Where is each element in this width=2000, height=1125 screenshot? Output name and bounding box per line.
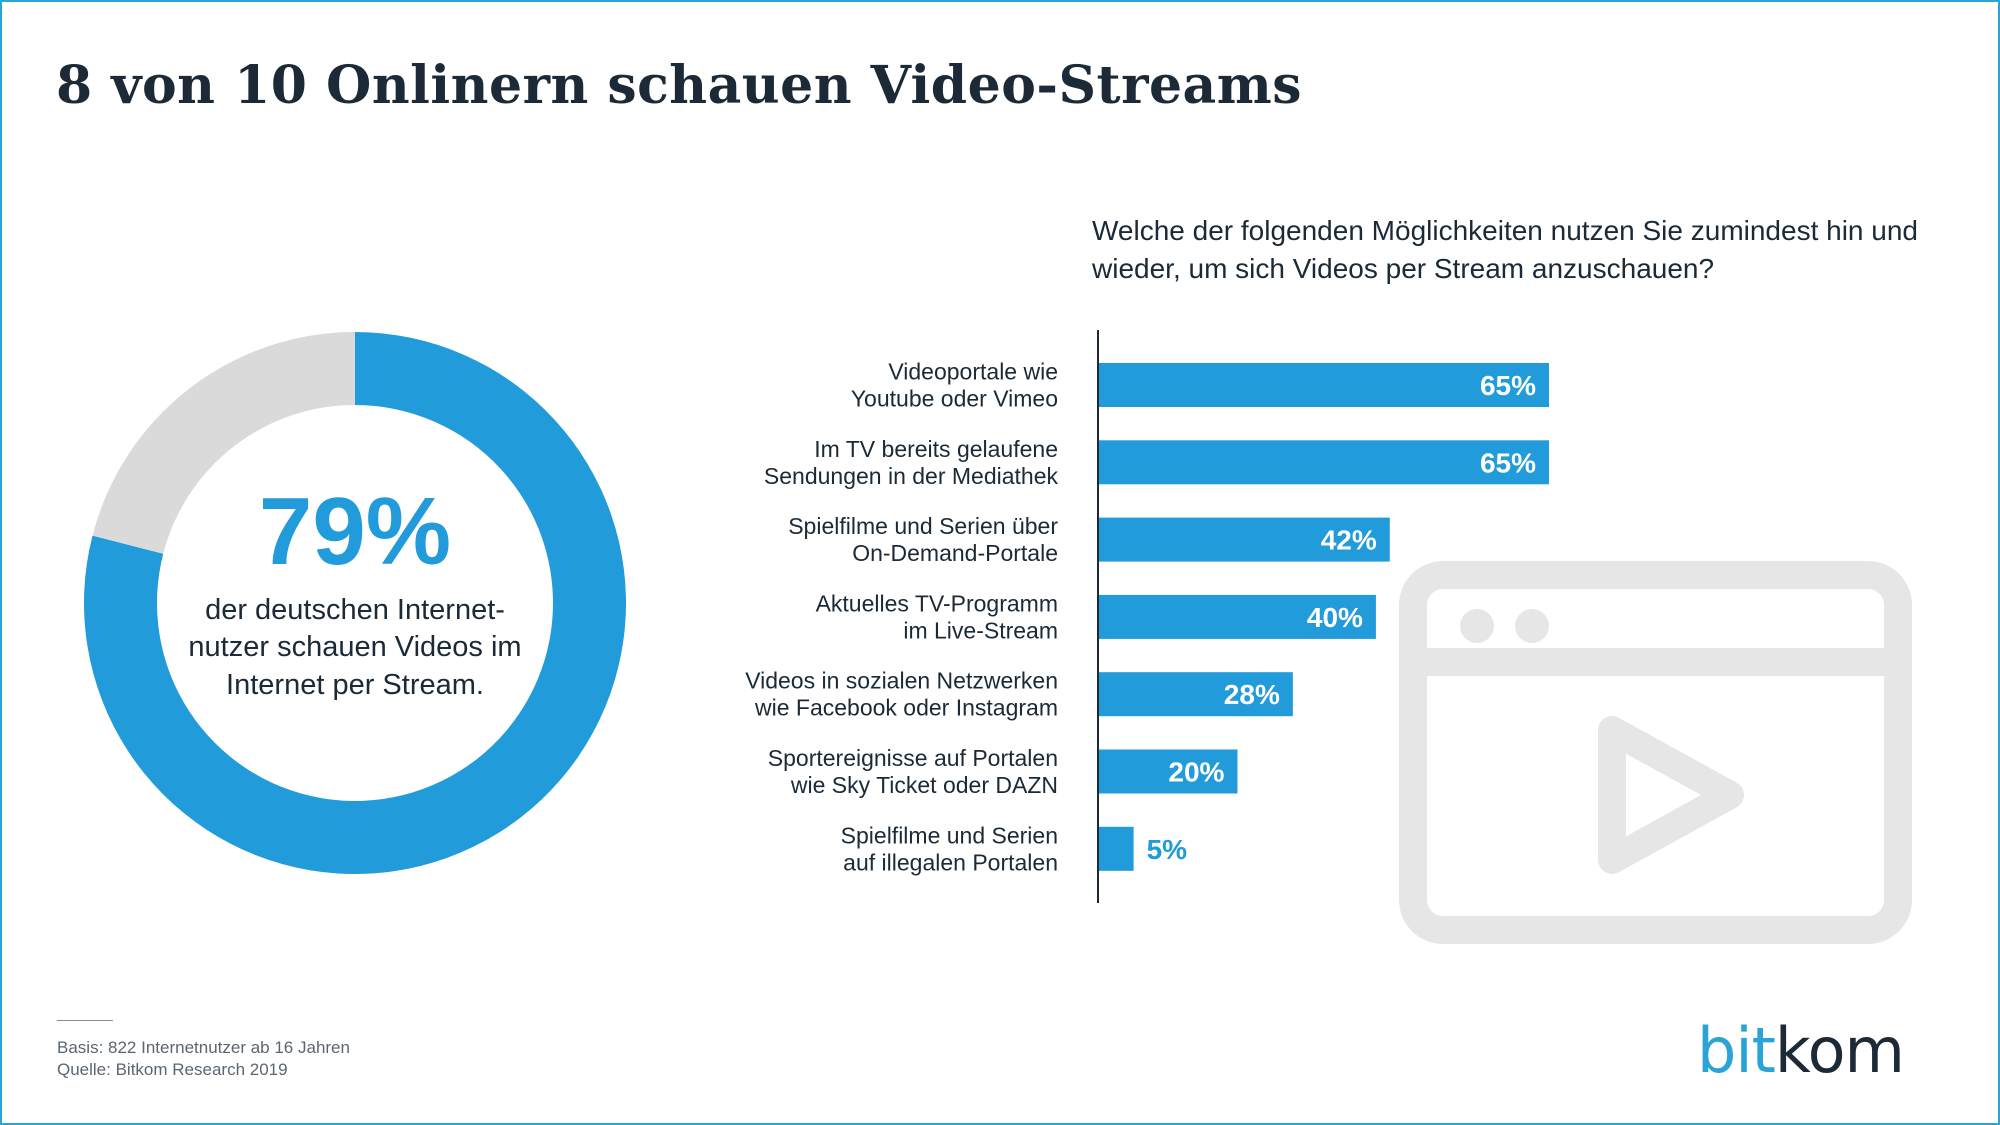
video-player-icon xyxy=(1399,561,1912,944)
footnote-basis: Basis: 822 Internetnutzer ab 16 Jahren xyxy=(57,1038,350,1057)
bar xyxy=(1099,826,1134,871)
logo-part-bit: bit xyxy=(1697,1014,1776,1087)
value-label: 28% xyxy=(1224,679,1280,710)
window-outline xyxy=(1399,561,1912,944)
footnote-source: Quelle: Bitkom Research 2019 xyxy=(57,1060,288,1080)
value-label: 65% xyxy=(1480,447,1536,478)
value-label: 42% xyxy=(1321,525,1377,556)
window-dot xyxy=(1515,609,1549,643)
value-label: 65% xyxy=(1480,370,1536,401)
play-icon xyxy=(1598,716,1744,874)
donut-chart: 79% der deutschen Internet-nutzer schaue… xyxy=(84,332,626,874)
bar xyxy=(1099,749,1238,794)
bar xyxy=(1099,363,1549,407)
donut-value-label: 79% xyxy=(258,478,452,586)
logo-part-kom: kom xyxy=(1774,1014,1905,1087)
bar xyxy=(1099,517,1390,562)
category-label: Im TV bereits gelaufene xyxy=(814,436,1058,462)
bitkom-logo: bitkom xyxy=(1697,1020,1905,1082)
category-label: Sendungen in der Mediathek xyxy=(764,463,1059,489)
donut-svg xyxy=(84,332,626,874)
category-label: wie Facebook oder Instagram xyxy=(754,695,1058,721)
bar xyxy=(1099,594,1376,639)
category-label: wie Sky Ticket oder DAZN xyxy=(790,772,1058,798)
category-label: Sportereignisse auf Portalen xyxy=(768,745,1058,771)
survey-question: Welche der folgenden Möglichkeiten nutze… xyxy=(1092,215,1918,284)
category-label: im Live-Stream xyxy=(903,617,1058,643)
value-label: 5% xyxy=(1147,834,1188,865)
category-label: Videoportale wie xyxy=(888,359,1058,385)
bar xyxy=(1099,672,1293,717)
donut-center: 79% der deutschen Internet-nutzer schaue… xyxy=(84,332,626,874)
window-dot xyxy=(1460,609,1494,643)
category-label: auf illegalen Portalen xyxy=(843,849,1058,875)
donut-caption: der deutschen Internet-nutzer schauen Vi… xyxy=(188,594,522,701)
category-label: Spielfilme und Serien xyxy=(841,822,1058,848)
category-label: Aktuelles TV-Programm xyxy=(816,590,1058,616)
value-label: 20% xyxy=(1168,757,1224,788)
bar xyxy=(1099,440,1549,485)
donut-slice-rest xyxy=(92,332,355,554)
category-label: Youtube oder Vimeo xyxy=(851,386,1058,412)
category-label: Spielfilme und Serien über xyxy=(788,513,1058,539)
value-label: 40% xyxy=(1307,602,1363,633)
footnote-divider xyxy=(57,1020,113,1021)
chart-title: 8 von 10 Onlinern schauen Video-Streams xyxy=(56,55,1303,116)
category-label: On-Demand-Portale xyxy=(852,540,1058,566)
category-label: Videos in sozialen Netzwerken xyxy=(745,668,1058,694)
footnote: Basis: 822 Internetnutzer ab 16 Jahren Q… xyxy=(57,1037,350,1082)
